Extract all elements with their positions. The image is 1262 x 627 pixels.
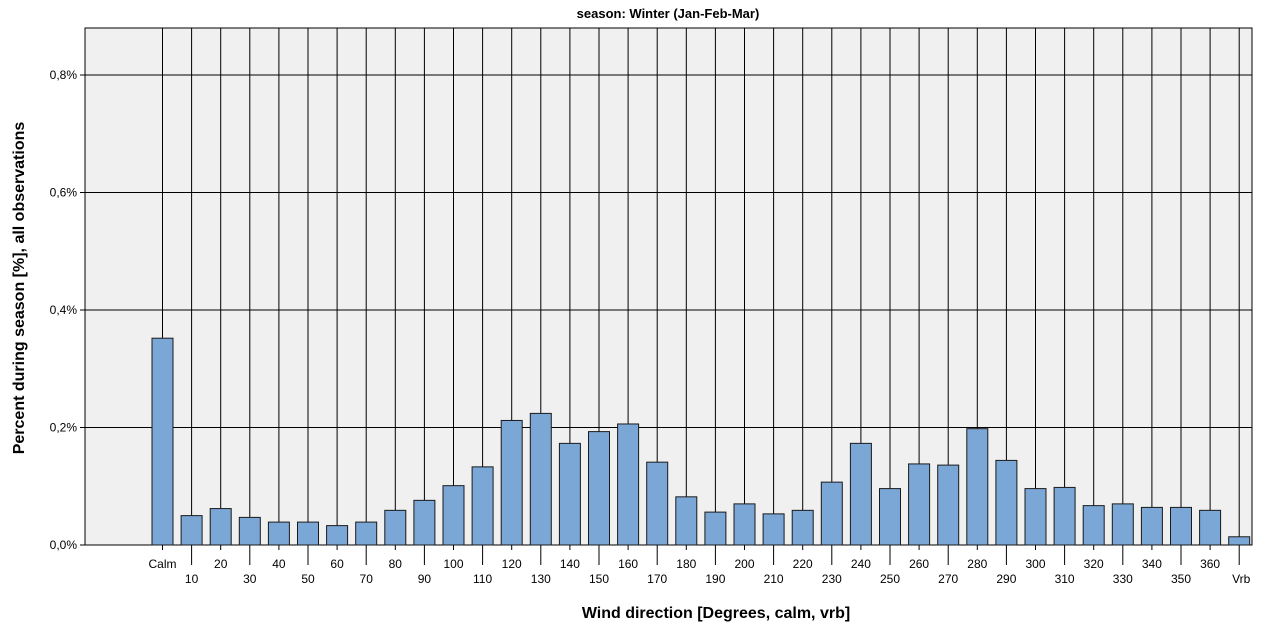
- bar: [1053, 486, 1076, 546]
- x-tick-label: 260: [909, 557, 929, 571]
- bar: [704, 511, 727, 546]
- x-tick-label: 300: [1025, 557, 1045, 571]
- bar: [966, 428, 989, 546]
- x-tick-label: 290: [996, 572, 1016, 586]
- bar: [617, 423, 640, 546]
- x-tick-label: 350: [1171, 572, 1191, 586]
- bar: [1199, 509, 1222, 546]
- bar: [733, 503, 756, 546]
- x-tick-label: 60: [330, 557, 344, 571]
- grid-lines: [85, 28, 1252, 545]
- bar: [675, 496, 698, 546]
- x-tick-label: 170: [647, 572, 667, 586]
- bar: [180, 515, 203, 546]
- bar: [529, 412, 552, 546]
- x-tick-label: 310: [1055, 572, 1075, 586]
- bar: [879, 488, 901, 546]
- x-tick-label: 120: [502, 557, 522, 571]
- x-tick-label: 240: [851, 557, 871, 571]
- y-tick-label: 0,8%: [50, 68, 78, 82]
- bar: [791, 509, 814, 546]
- bar: [500, 419, 523, 546]
- x-tick-label: 30: [243, 572, 257, 586]
- x-axis-title: Wind direction [Degrees, calm, vrb]: [582, 605, 850, 622]
- x-tick-label: 40: [272, 557, 286, 571]
- x-tick-label: 100: [443, 557, 463, 571]
- bar: [762, 513, 785, 546]
- bar: [238, 516, 261, 546]
- bar: [442, 485, 465, 546]
- bar: [820, 481, 843, 546]
- y-axis: 0,0% 0,2% 0,4% 0,6% 0,8%: [50, 68, 85, 552]
- bar: [1024, 488, 1047, 546]
- x-tick-label: 270: [938, 572, 958, 586]
- x-tick-label: 140: [560, 557, 580, 571]
- x-tick-label: 50: [301, 572, 315, 586]
- x-tick-label: 160: [618, 557, 638, 571]
- bar: [209, 508, 232, 546]
- x-tick-label: 200: [734, 557, 754, 571]
- x-tick-label: 80: [389, 557, 403, 571]
- x-tick-label: Calm: [148, 557, 176, 571]
- x-tick-label: 190: [705, 572, 725, 586]
- x-tick-label: 330: [1113, 572, 1133, 586]
- bar: [267, 521, 290, 546]
- bar: [1140, 506, 1163, 546]
- bar: [326, 525, 349, 546]
- chart-title: season: Winter (Jan-Feb-Mar): [577, 6, 760, 21]
- bar: [355, 521, 378, 546]
- x-tick-label: 70: [360, 572, 374, 586]
- plot-area: [84, 27, 1253, 546]
- bar: [297, 521, 319, 546]
- x-tick-label: 210: [764, 572, 784, 586]
- bar: [471, 466, 494, 546]
- y-tick-label: 0,0%: [50, 538, 78, 552]
- bar: [908, 463, 931, 546]
- x-tick-label: 220: [793, 557, 813, 571]
- bar: [646, 461, 669, 546]
- x-tick-label: 340: [1142, 557, 1162, 571]
- x-tick-label: 180: [676, 557, 696, 571]
- x-tick-label: 280: [967, 557, 987, 571]
- bar: [1082, 505, 1105, 546]
- x-tick-label: 320: [1084, 557, 1104, 571]
- x-axis: Calm 10 20 30 40 50 60 70 80 90 100 110 120 130 140 150…: [148, 545, 1251, 586]
- y-axis-title: Percent during season [%], all observati…: [11, 122, 28, 455]
- x-tick-label: 130: [531, 572, 551, 586]
- bar: [151, 337, 174, 546]
- y-tick-label: 0,2%: [50, 421, 78, 435]
- y-tick-label: 0,6%: [50, 186, 78, 200]
- bar: [1228, 536, 1251, 546]
- bar: [849, 442, 872, 546]
- bar: [558, 442, 581, 546]
- x-tick-label: 10: [185, 572, 199, 586]
- x-tick-label: 110: [473, 572, 492, 586]
- bar: [384, 509, 407, 546]
- x-tick-label: 150: [589, 572, 609, 586]
- bar: [1170, 506, 1192, 546]
- x-tick-label: 90: [418, 572, 432, 586]
- x-tick-label: 20: [214, 557, 228, 571]
- bar: [413, 499, 436, 546]
- x-tick-label: 250: [880, 572, 900, 586]
- y-tick-label: 0,4%: [50, 303, 78, 317]
- bar: [995, 459, 1018, 546]
- x-tick-label: 230: [822, 572, 842, 586]
- bar: [1111, 503, 1134, 546]
- x-tick-label: Vrb: [1232, 572, 1251, 586]
- bar: [937, 464, 960, 546]
- bar: [588, 431, 610, 546]
- x-tick-label: 360: [1200, 557, 1220, 571]
